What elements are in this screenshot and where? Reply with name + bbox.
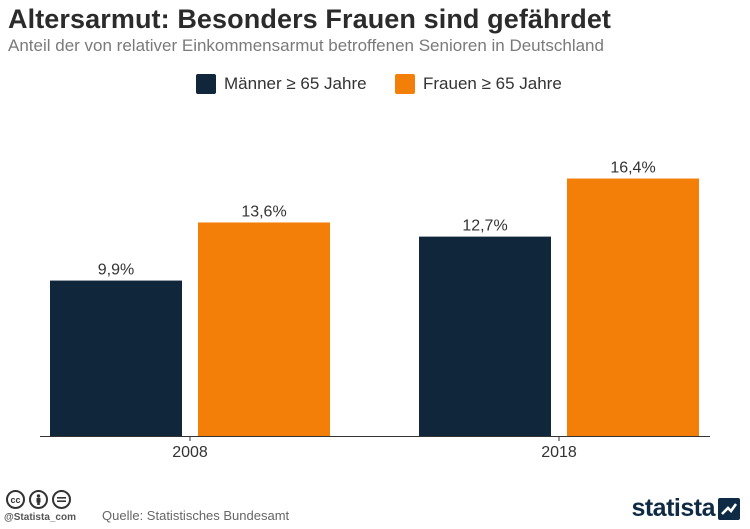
bar-2008-men xyxy=(50,280,182,436)
nd-icon xyxy=(52,490,71,509)
chart-title: Altersarmut: Besonders Frauen sind gefäh… xyxy=(8,4,612,34)
bar-2008-women xyxy=(198,222,330,436)
legend-label-women: Frauen ≥ 65 Jahre xyxy=(423,74,562,93)
x-tick-label-2018: 2018 xyxy=(541,444,577,461)
data-label-2018-women: 16,4% xyxy=(610,160,655,177)
data-label-2008-men: 9,9% xyxy=(98,262,134,279)
legend-swatch-women xyxy=(395,74,415,94)
statista-handle: @Statista_com xyxy=(4,512,76,523)
legend-item-men: Männer ≥ 65 Jahre xyxy=(196,72,367,96)
data-label-2008-women: 13,6% xyxy=(241,203,286,220)
statista-logo[interactable]: statista xyxy=(631,494,740,523)
bar-2018-men xyxy=(419,236,551,436)
by-icon xyxy=(29,490,48,509)
cc-icon: cc xyxy=(6,490,25,509)
legend-item-women: Frauen ≥ 65 Jahre xyxy=(395,72,562,96)
source-text[interactable]: Quelle: Statistisches Bundesamt xyxy=(102,508,290,523)
data-label-2018-men: 12,7% xyxy=(462,218,507,235)
x-tick-label-2008: 2008 xyxy=(172,444,208,461)
chart-subtitle: Anteil der von relativer Einkommensarmut… xyxy=(8,36,604,55)
legend-swatch-men xyxy=(196,74,216,94)
legend: Männer ≥ 65 Jahre Frauen ≥ 65 Jahre xyxy=(0,72,750,96)
logo-text: statista xyxy=(631,494,715,522)
license-icons: cc xyxy=(6,490,75,509)
legend-label-men: Männer ≥ 65 Jahre xyxy=(224,74,367,93)
bar-2018-women xyxy=(567,178,699,436)
statista-logo-icon xyxy=(718,497,740,520)
